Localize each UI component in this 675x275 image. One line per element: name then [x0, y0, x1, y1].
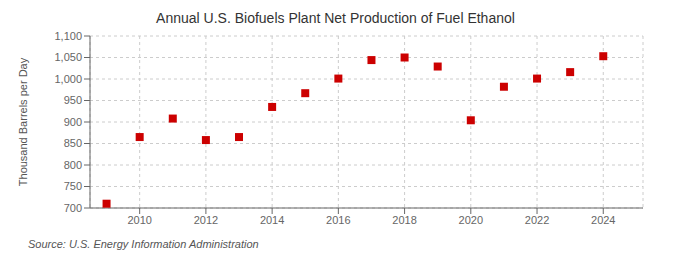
svg-text:950: 950	[64, 94, 82, 106]
svg-text:2014: 2014	[260, 214, 284, 226]
svg-text:1,050: 1,050	[54, 51, 82, 63]
svg-text:700: 700	[64, 202, 82, 214]
svg-text:2012: 2012	[194, 214, 218, 226]
svg-text:2024: 2024	[591, 214, 615, 226]
svg-text:2018: 2018	[392, 214, 416, 226]
svg-text:1,000: 1,000	[54, 73, 82, 85]
svg-text:750: 750	[64, 180, 82, 192]
svg-text:Thousand Barrels per Day: Thousand Barrels per Day	[17, 57, 29, 186]
svg-text:2022: 2022	[525, 214, 549, 226]
svg-text:850: 850	[64, 137, 82, 149]
html-text:Source: U.S. Energy Informatio: Source: U.S. Energy Information Administ…	[28, 238, 259, 250]
svg-text:2010: 2010	[127, 214, 151, 226]
svg-text:2016: 2016	[326, 214, 350, 226]
html-text:Annual U.S. Biofuels Plant Net: Annual U.S. Biofuels Plant Net Productio…	[156, 10, 515, 26]
svg-text:900: 900	[64, 116, 82, 128]
svg-text:800: 800	[64, 159, 82, 171]
svg-text:2020: 2020	[459, 214, 483, 226]
svg-text:1,100: 1,100	[54, 30, 82, 42]
